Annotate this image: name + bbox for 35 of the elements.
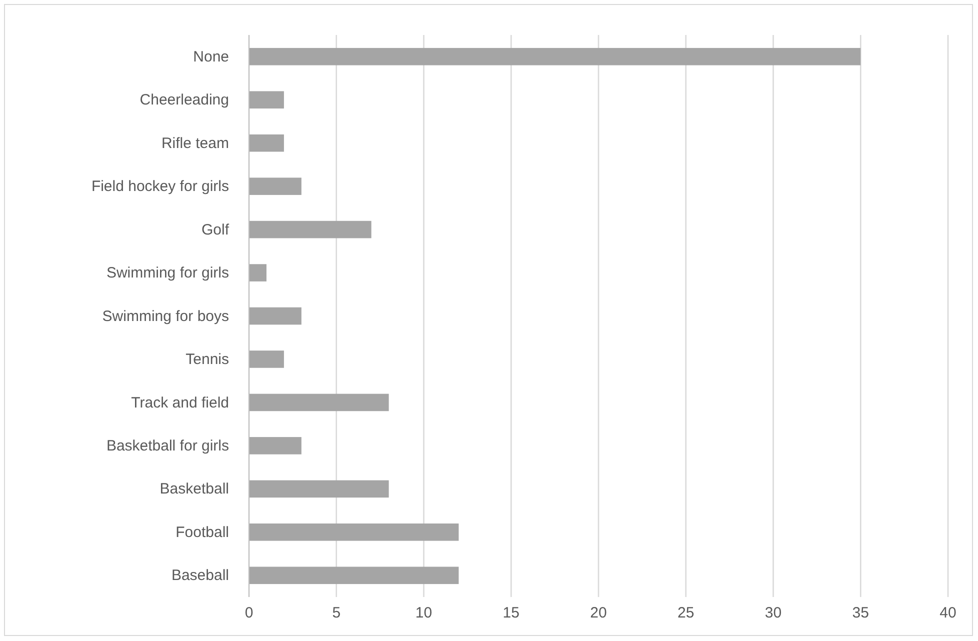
y-tick-label: Track and field bbox=[131, 394, 229, 412]
y-tick-label: None bbox=[193, 48, 229, 66]
y-tick-label: Swimming for boys bbox=[102, 308, 229, 325]
bar bbox=[249, 394, 389, 412]
y-tick-label: Golf bbox=[201, 221, 230, 238]
bar bbox=[249, 178, 302, 195]
y-tick-label: Rifle team bbox=[161, 134, 229, 152]
x-tick-label: 20 bbox=[590, 604, 607, 622]
x-tick-label: 15 bbox=[502, 604, 520, 622]
x-tick-label: 30 bbox=[764, 604, 782, 622]
bar bbox=[249, 48, 861, 66]
bar bbox=[249, 524, 459, 541]
y-tick-label: Swimming for girls bbox=[106, 264, 229, 282]
x-tick-label: 10 bbox=[415, 604, 432, 622]
y-tick-label: Tennis bbox=[186, 351, 229, 368]
bar bbox=[249, 566, 459, 584]
bar bbox=[249, 220, 372, 238]
x-tick-label: 35 bbox=[852, 604, 869, 622]
x-tick-label: 40 bbox=[940, 604, 956, 622]
x-tick-label: 0 bbox=[244, 604, 254, 622]
bar bbox=[249, 437, 302, 454]
y-tick-label: Cheerleading bbox=[140, 92, 229, 109]
y-tick-label: Basketball for girls bbox=[106, 437, 229, 454]
bar bbox=[249, 264, 266, 282]
x-tick-label: 5 bbox=[332, 604, 341, 622]
bar bbox=[249, 91, 284, 108]
bar bbox=[249, 350, 284, 368]
y-tick-label: Baseball bbox=[171, 567, 229, 584]
bar bbox=[249, 134, 284, 152]
y-tick-label: Basketball bbox=[160, 480, 229, 498]
bar bbox=[249, 307, 302, 325]
x-tick-label: 25 bbox=[678, 604, 694, 622]
y-tick-label: Football bbox=[176, 524, 229, 541]
bar bbox=[249, 480, 389, 498]
y-tick-label: Field hockey for girls bbox=[91, 178, 229, 196]
